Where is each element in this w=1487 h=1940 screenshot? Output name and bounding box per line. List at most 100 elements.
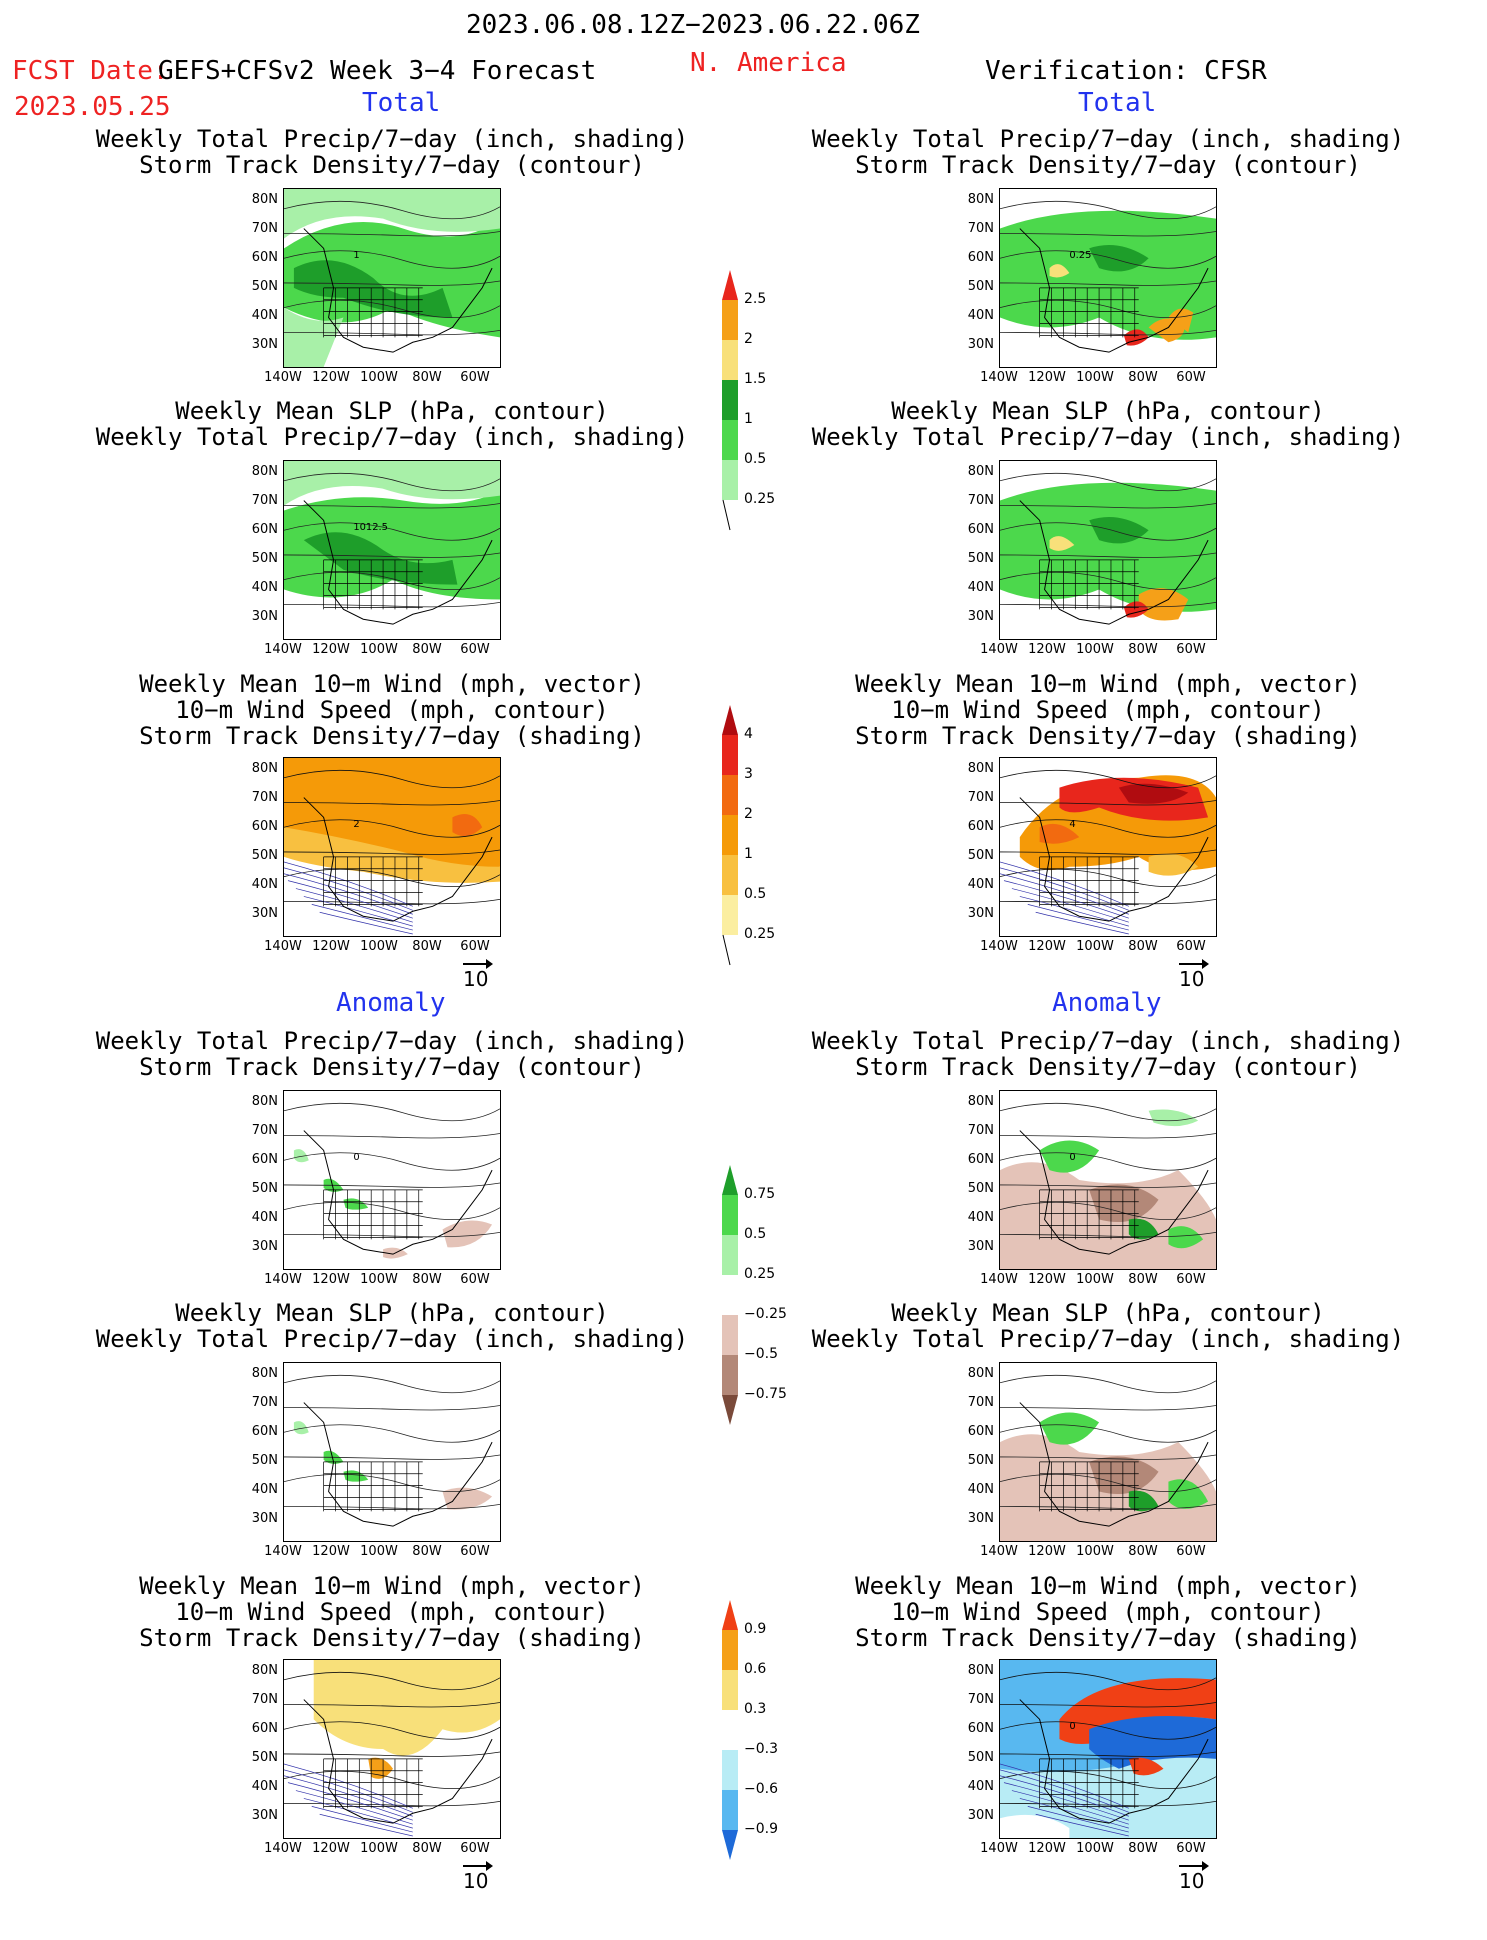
- panel-title-line: 10−m Wind Speed (mph, contour): [175, 696, 609, 724]
- lat-tick-label: 80N: [967, 1663, 994, 1678]
- vector-reference: 10: [1179, 959, 1209, 991]
- map-panel-5-fcst: [283, 1362, 501, 1542]
- panel-title-line: Weekly Mean 10−m Wind (mph, vector): [139, 1572, 645, 1600]
- colorbar-segment: [722, 1355, 738, 1395]
- map-panel-1-verif: 0.25: [999, 188, 1217, 368]
- lon-tick-label: 80W: [1128, 1841, 1158, 1856]
- svg-text:2: 2: [353, 819, 359, 830]
- colorbar-label: −0.9: [744, 1821, 778, 1837]
- colorbar-segment: [722, 300, 738, 340]
- vector-reference-value: 10: [463, 1869, 489, 1893]
- panel-title-line: Storm Track Density/7−day (shading): [139, 722, 645, 750]
- lon-tick-label: 100W: [360, 1544, 398, 1559]
- lat-tick-label: 40N: [251, 308, 278, 323]
- panel-title-line: Weekly Total Precip/7−day (inch, shading…: [811, 125, 1405, 153]
- lat-tick-label: 50N: [967, 848, 994, 863]
- vector-reference-value: 10: [1179, 1869, 1205, 1893]
- lon-tick-label: 60W: [460, 939, 490, 954]
- lon-tick-label: 80W: [412, 642, 442, 657]
- lat-tick-label: 70N: [967, 221, 994, 236]
- colorbar-label: −0.3: [744, 1741, 778, 1757]
- svg-text:1: 1: [353, 250, 359, 261]
- panel-title-line: Weekly Mean 10−m Wind (mph, vector): [139, 670, 645, 698]
- panel-title-line: Storm Track Density/7−day (contour): [139, 1053, 645, 1081]
- lon-tick-label: 100W: [1076, 1544, 1114, 1559]
- lon-tick-label: 120W: [312, 1272, 350, 1287]
- colorbar-label: 0.6: [744, 1661, 767, 1677]
- colorbar-segment: [722, 855, 738, 895]
- colorbar-segment: [722, 735, 738, 775]
- panel-title-line: Weekly Total Precip/7−day (inch, shading…: [95, 1027, 689, 1055]
- valid-period: 2023.06.08.12Z−2023.06.22.06Z: [466, 10, 920, 40]
- panel-title-line: Storm Track Density/7−day (contour): [139, 151, 645, 179]
- lon-tick-label: 140W: [264, 1272, 302, 1287]
- panel-title-line: Weekly Total Precip/7−day (inch, shading…: [95, 423, 689, 451]
- lat-tick-label: 60N: [967, 522, 994, 537]
- colorbar-label: 0.25: [744, 491, 776, 507]
- colorbar-label: 0.75: [744, 1186, 776, 1202]
- lat-tick-label: 40N: [251, 1779, 278, 1794]
- lon-tick-label: 100W: [360, 370, 398, 385]
- lat-tick-label: 60N: [967, 819, 994, 834]
- lon-tick-label: 140W: [264, 1544, 302, 1559]
- colorbar-segment: [722, 895, 738, 935]
- lat-tick-label: 80N: [251, 464, 278, 479]
- lat-tick-label: 40N: [967, 1482, 994, 1497]
- colorbar-label: 4: [744, 726, 753, 742]
- lon-tick-label: 80W: [412, 1544, 442, 1559]
- colorbar-segment: [722, 270, 738, 300]
- lat-tick-label: 70N: [251, 790, 278, 805]
- fcst-date-label: FCST Date:: [12, 56, 169, 86]
- lat-tick-label: 60N: [967, 1152, 994, 1167]
- lon-tick-label: 100W: [360, 1272, 398, 1287]
- svg-text:0.25: 0.25: [1069, 250, 1091, 261]
- section-anomaly-left: Anomaly: [336, 988, 446, 1018]
- panel-title-line: Weekly Mean SLP (hPa, contour): [175, 1299, 609, 1327]
- lon-tick-label: 120W: [1028, 939, 1066, 954]
- lat-tick-label: 60N: [251, 1152, 278, 1167]
- lat-tick-label: 40N: [251, 1210, 278, 1225]
- lon-tick-label: 120W: [1028, 370, 1066, 385]
- section-anomaly-right: Anomaly: [1052, 988, 1162, 1018]
- lon-tick-label: 140W: [980, 939, 1018, 954]
- lon-tick-label: 60W: [460, 642, 490, 657]
- lat-tick-label: 60N: [967, 250, 994, 265]
- svg-text:1012.5: 1012.5: [353, 522, 388, 533]
- vector-arrow-icon: [1179, 1861, 1209, 1871]
- panel-title-5-verif: Weekly Mean SLP (hPa, contour) Weekly Tot…: [799, 1300, 1417, 1352]
- map-panel-2-verif: [999, 460, 1217, 640]
- lon-tick-label: 60W: [1176, 1544, 1206, 1559]
- lat-tick-label: 30N: [251, 1239, 278, 1254]
- panel-title-line: Weekly Mean 10−m Wind (mph, vector): [855, 1572, 1361, 1600]
- map-panel-6-fcst: [283, 1659, 501, 1839]
- lat-tick-label: 40N: [251, 1482, 278, 1497]
- lat-tick-label: 50N: [251, 1750, 278, 1765]
- lon-tick-label: 60W: [460, 1272, 490, 1287]
- lon-tick-label: 80W: [412, 1841, 442, 1856]
- panel-title-line: Weekly Mean 10−m Wind (mph, vector): [855, 670, 1361, 698]
- lon-tick-label: 80W: [412, 939, 442, 954]
- panel-title-line: Weekly Total Precip/7−day (inch, shading…: [811, 423, 1405, 451]
- lon-tick-label: 140W: [264, 939, 302, 954]
- lon-tick-label: 120W: [1028, 1272, 1066, 1287]
- lat-tick-label: 60N: [251, 250, 278, 265]
- lon-tick-label: 60W: [1176, 642, 1206, 657]
- lat-tick-label: 30N: [967, 1511, 994, 1526]
- panel-title-line: Weekly Mean SLP (hPa, contour): [175, 397, 609, 425]
- lon-tick-label: 100W: [1076, 642, 1114, 657]
- svg-text:0: 0: [1069, 1152, 1075, 1163]
- lon-tick-label: 100W: [360, 1841, 398, 1856]
- lon-tick-label: 80W: [412, 1272, 442, 1287]
- panel-title-line: 10−m Wind Speed (mph, contour): [891, 696, 1325, 724]
- lat-tick-label: 70N: [967, 1692, 994, 1707]
- panel-title-line: Weekly Total Precip/7−day (inch, shading…: [811, 1027, 1405, 1055]
- lat-tick-label: 50N: [251, 848, 278, 863]
- colorbar-label: 2: [744, 806, 753, 822]
- panel-title-6-verif: Weekly Mean 10−m Wind (mph, vector) 10−m …: [799, 1573, 1417, 1651]
- panel-title-1-fcst: Weekly Total Precip/7−day (inch, shading…: [83, 126, 701, 178]
- colorbar-label: 2: [744, 331, 753, 347]
- colorbar-storm_total: [722, 705, 738, 966]
- lat-tick-label: 80N: [967, 192, 994, 207]
- panel-title-3-verif: Weekly Mean 10−m Wind (mph, vector) 10−m …: [799, 671, 1417, 749]
- colorbar-label: 0.25: [744, 1266, 776, 1282]
